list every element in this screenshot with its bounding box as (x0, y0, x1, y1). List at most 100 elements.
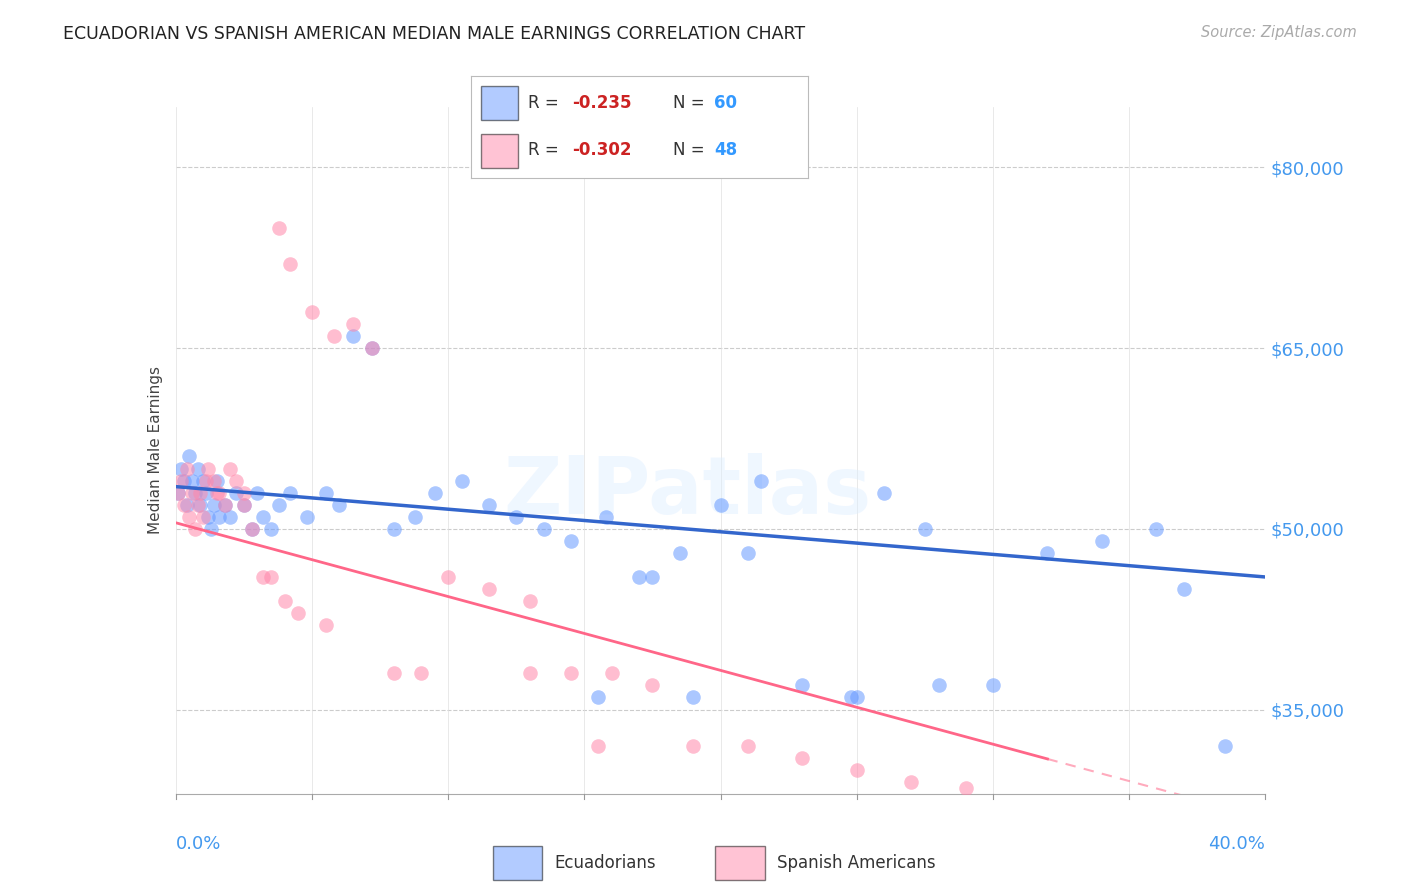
Point (315, 485, 337, 500)
Text: Ecuadorians: Ecuadorians (554, 854, 657, 872)
Point (173, 498, 195, 512)
Point (928, 678, 950, 692)
Point (1144, 522, 1167, 536)
Text: N =: N = (673, 94, 710, 112)
Point (328, 498, 350, 512)
Point (232, 498, 254, 512)
Point (173, 474, 195, 488)
Point (205, 474, 228, 488)
Point (900, 774, 922, 789)
Text: R =: R = (529, 94, 564, 112)
Point (260, 522, 283, 536)
Point (191, 474, 214, 488)
Point (560, 666, 582, 681)
Point (232, 498, 254, 512)
Point (845, 690, 868, 705)
Point (505, 509, 527, 524)
Point (194, 474, 217, 488)
Point (342, 317, 364, 331)
Point (179, 509, 201, 524)
FancyBboxPatch shape (716, 846, 765, 880)
Point (274, 594, 297, 608)
Point (197, 461, 219, 475)
Point (179, 450, 201, 464)
Point (214, 498, 236, 512)
Point (600, 666, 623, 681)
Text: R =: R = (529, 141, 564, 159)
Point (478, 582, 501, 596)
Point (668, 546, 690, 560)
Text: 48: 48 (714, 141, 737, 159)
Text: ECUADORIAN VS SPANISH AMERICAN MEDIAN MALE EARNINGS CORRELATION CHART: ECUADORIAN VS SPANISH AMERICAN MEDIAN MA… (63, 25, 806, 43)
Point (301, 305, 323, 319)
Point (914, 522, 936, 536)
Text: 60: 60 (714, 94, 737, 112)
Point (981, 678, 1004, 692)
Point (197, 509, 219, 524)
Point (641, 570, 664, 584)
Text: Spanish Americans: Spanish Americans (778, 854, 936, 872)
Point (382, 666, 405, 681)
Point (586, 739, 609, 753)
Point (845, 763, 868, 777)
Point (269, 220, 291, 235)
Point (1091, 533, 1114, 548)
Point (176, 461, 198, 475)
Point (184, 485, 207, 500)
Point (214, 498, 236, 512)
Point (423, 485, 446, 500)
Point (225, 485, 247, 500)
Point (627, 570, 650, 584)
Point (437, 570, 460, 584)
Text: 40.0%: 40.0% (1209, 835, 1265, 853)
FancyBboxPatch shape (481, 87, 519, 120)
Text: Source: ZipAtlas.com: Source: ZipAtlas.com (1201, 25, 1357, 40)
Point (278, 485, 301, 500)
Point (219, 461, 242, 475)
Point (186, 498, 209, 512)
Point (260, 570, 283, 584)
Point (194, 485, 217, 500)
Point (225, 474, 247, 488)
Point (176, 498, 198, 512)
Point (240, 522, 263, 536)
FancyBboxPatch shape (481, 135, 519, 168)
Point (240, 522, 263, 536)
Point (208, 509, 231, 524)
Point (519, 594, 541, 608)
Point (170, 461, 193, 475)
Point (405, 509, 427, 524)
Text: ZIPatlas: ZIPatlas (503, 452, 872, 531)
Point (184, 522, 207, 536)
Point (792, 750, 814, 764)
Point (269, 498, 291, 512)
Point (200, 522, 222, 536)
Point (219, 509, 242, 524)
Point (246, 485, 269, 500)
Point (1213, 739, 1236, 753)
Point (188, 498, 211, 512)
FancyBboxPatch shape (492, 846, 543, 880)
Point (252, 570, 274, 584)
Point (167, 485, 190, 500)
Point (955, 780, 977, 795)
Point (181, 474, 204, 488)
Point (167, 485, 190, 500)
Point (205, 485, 228, 500)
Point (232, 485, 254, 500)
Point (188, 485, 211, 500)
Point (295, 509, 318, 524)
Point (841, 690, 863, 705)
Point (170, 474, 193, 488)
Point (287, 606, 309, 620)
Point (586, 690, 609, 705)
Point (360, 341, 382, 355)
Text: 0.0%: 0.0% (176, 835, 221, 853)
Point (751, 474, 773, 488)
Point (560, 533, 582, 548)
Point (682, 739, 704, 753)
Point (409, 666, 432, 681)
Point (202, 474, 225, 488)
Point (519, 666, 541, 681)
Point (737, 739, 759, 753)
